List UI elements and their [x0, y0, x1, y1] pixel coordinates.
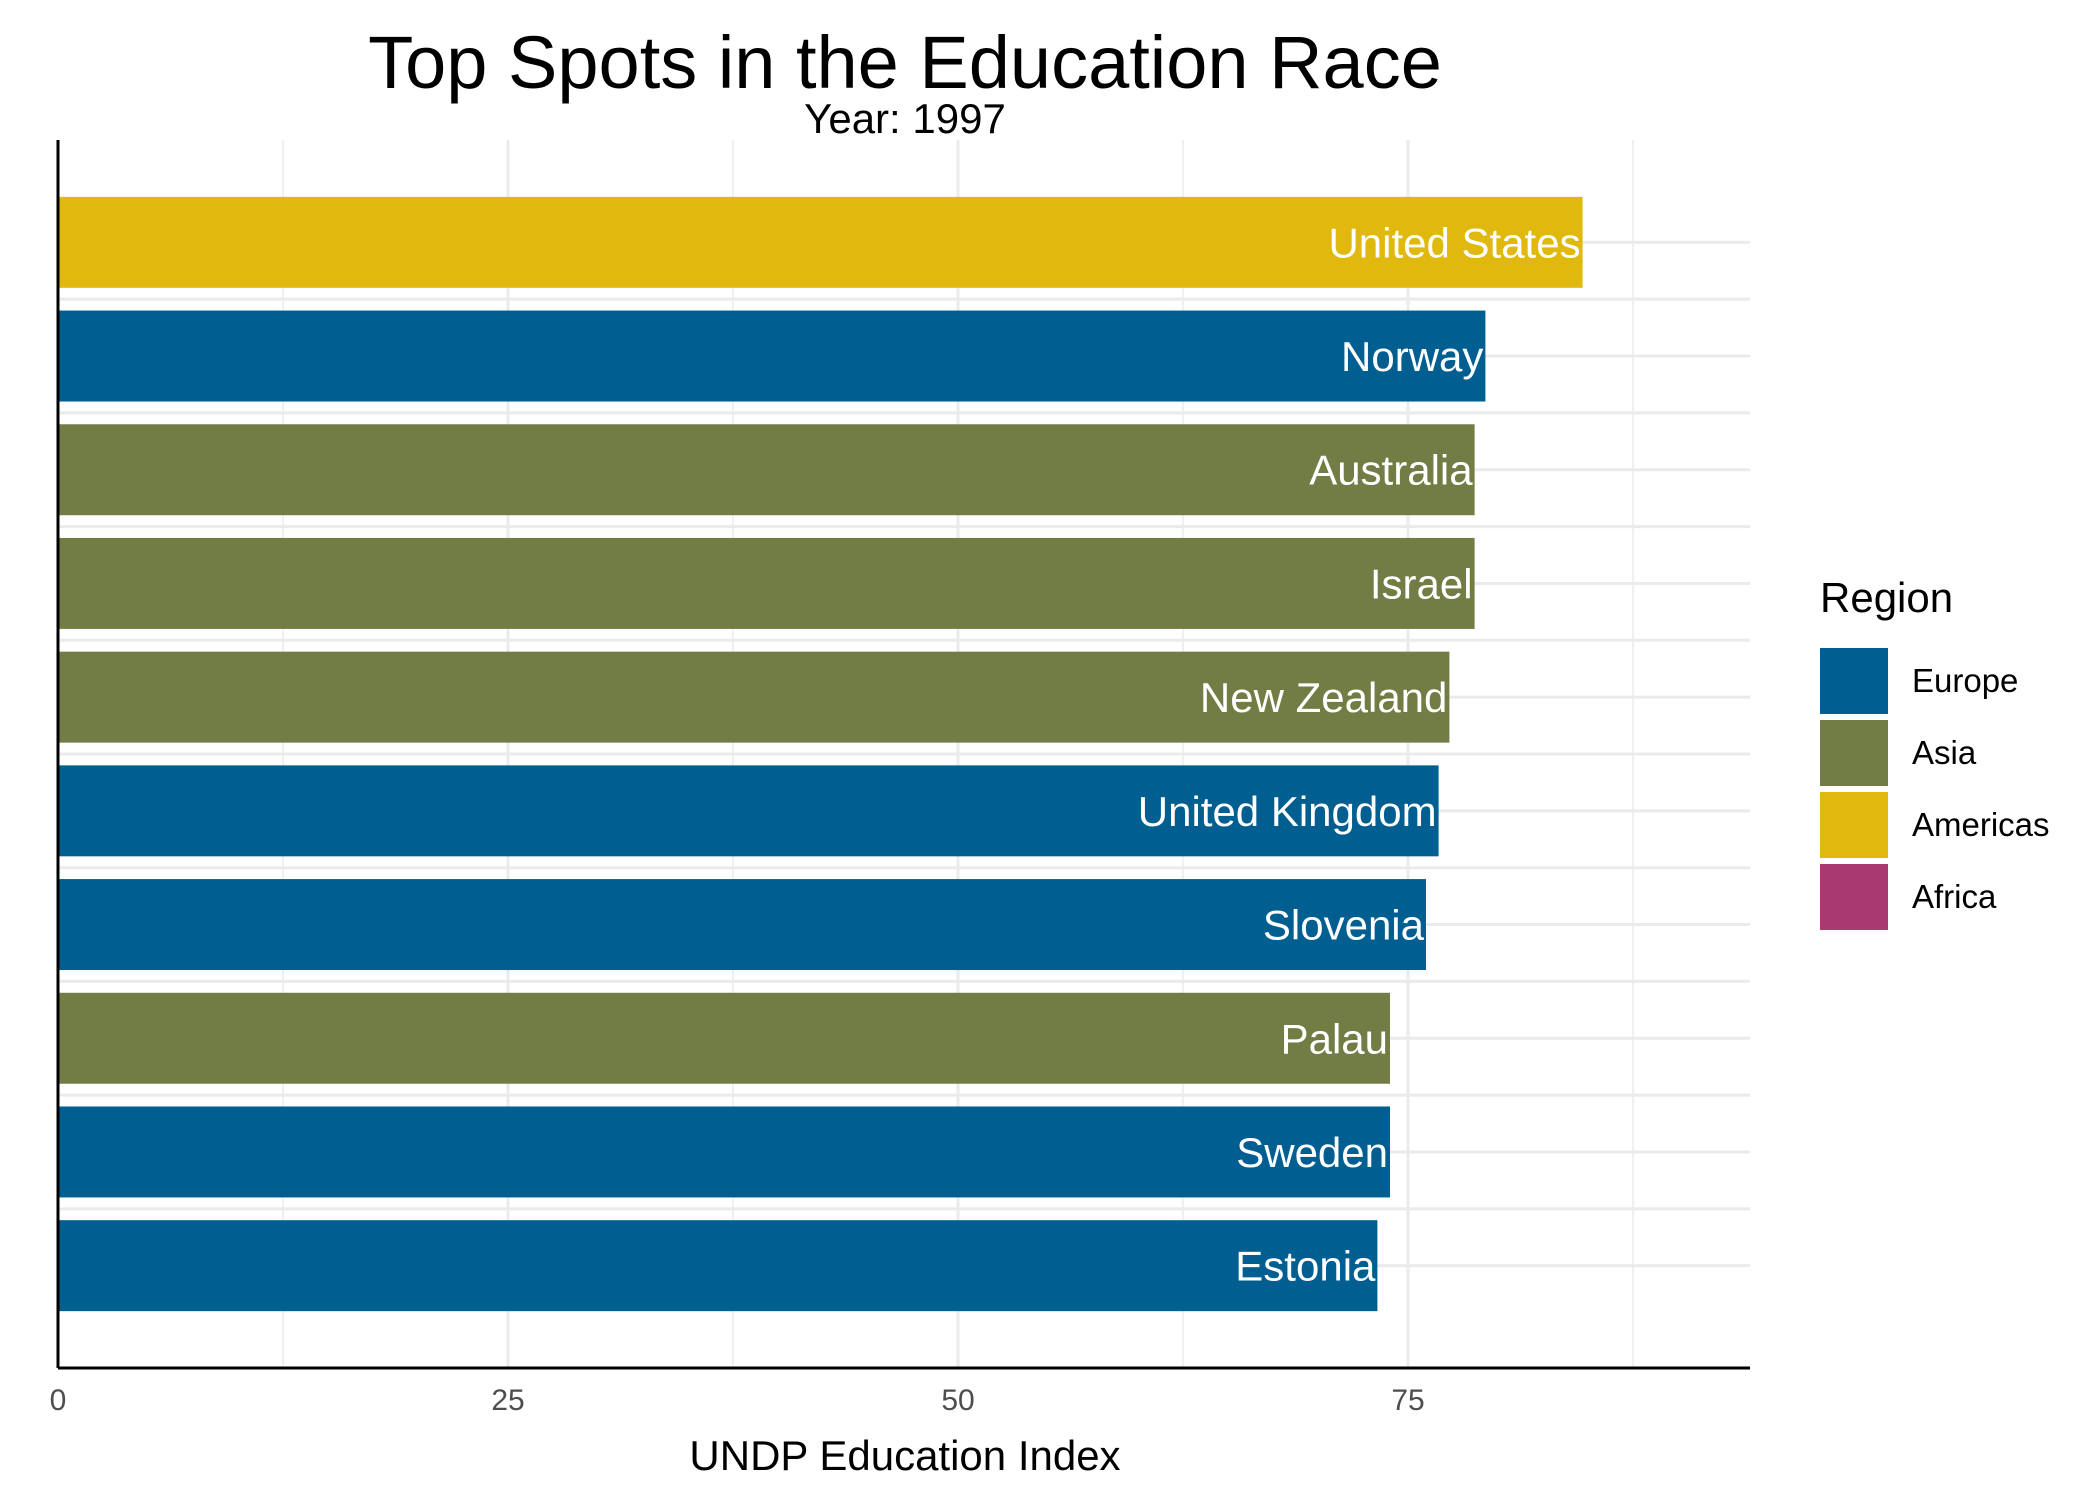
bar — [58, 1220, 1378, 1312]
legend-label: Europe — [1912, 662, 2018, 699]
x-tick-label: 0 — [50, 1384, 67, 1417]
legend: Region Europe Asia Americas Africa — [1820, 574, 2050, 930]
bar-label: Palau — [1281, 1015, 1388, 1062]
bar-label: Slovenia — [1263, 902, 1425, 949]
x-tick-label: 25 — [491, 1384, 524, 1417]
bar-label: Israel — [1370, 560, 1473, 607]
bar — [58, 879, 1426, 971]
bar — [58, 765, 1439, 857]
bar-label: Australia — [1309, 447, 1473, 494]
legend-title: Region — [1820, 574, 1953, 621]
x-tick-label: 75 — [1391, 1384, 1424, 1417]
bar — [58, 310, 1486, 402]
chart-title: Top Spots in the Education Race — [368, 21, 1442, 104]
bar — [58, 1106, 1390, 1198]
legend-label: Americas — [1912, 806, 2050, 843]
bar — [58, 992, 1390, 1084]
legend-label: Africa — [1912, 878, 1997, 915]
bar — [58, 424, 1475, 516]
legend-label: Asia — [1912, 734, 1977, 771]
legend-swatch — [1820, 792, 1888, 858]
bars: United States Norway Australia Israel New Ze… — [58, 196, 1583, 1312]
bar-label: United States — [1328, 219, 1580, 266]
x-tick-label: 50 — [941, 1384, 974, 1417]
bar-label: New Zealand — [1200, 674, 1447, 721]
legend-swatch — [1820, 720, 1888, 786]
bar — [58, 651, 1450, 743]
bar-label: United Kingdom — [1138, 788, 1437, 835]
x-axis-title: UNDP Education Index — [689, 1432, 1120, 1479]
bar — [58, 537, 1475, 629]
bar-label: Sweden — [1236, 1129, 1388, 1176]
bar-label: Norway — [1341, 333, 1483, 380]
axes: 0 25 50 75 — [50, 140, 1750, 1417]
legend-swatch — [1820, 648, 1888, 714]
chart-subtitle: Year: 1997 — [804, 95, 1006, 142]
legend-swatch — [1820, 864, 1888, 930]
bar-label: Estonia — [1235, 1243, 1376, 1290]
bar — [58, 196, 1583, 288]
